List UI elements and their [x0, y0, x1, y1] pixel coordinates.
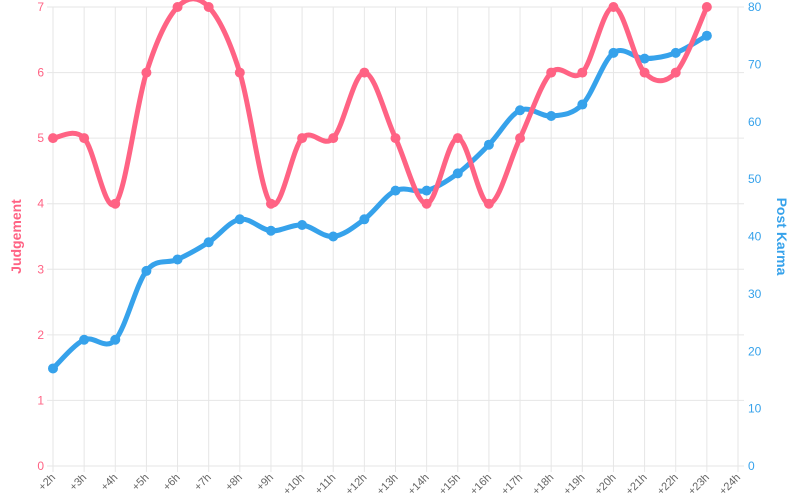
- right-tick-label: 30: [748, 287, 762, 301]
- data-point-judgement[interactable]: [172, 2, 183, 12]
- data-point-judgement[interactable]: [234, 67, 245, 78]
- x-tick-label: +23h: [686, 472, 712, 498]
- data-point-judgement[interactable]: [515, 133, 526, 144]
- data-point-judgement[interactable]: [701, 2, 712, 12]
- data-point-judgement[interactable]: [608, 2, 619, 12]
- right-axis-title: Post Karma: [774, 198, 790, 276]
- series-post-karma: [48, 30, 712, 374]
- data-point-post-karma[interactable]: [421, 185, 432, 196]
- data-point-post-karma[interactable]: [701, 30, 712, 41]
- x-tick-label: +11h: [313, 472, 338, 497]
- data-point-post-karma[interactable]: [608, 47, 619, 58]
- left-tick-label: 0: [37, 459, 44, 473]
- left-axis-title: Judgement: [8, 199, 24, 274]
- data-point-post-karma[interactable]: [265, 225, 276, 236]
- data-point-post-karma[interactable]: [670, 47, 681, 58]
- data-point-post-karma[interactable]: [577, 99, 588, 110]
- left-tick-label: 4: [37, 197, 44, 211]
- x-tick-label: +8h: [223, 472, 245, 494]
- data-point-post-karma[interactable]: [234, 214, 245, 225]
- data-point-post-karma[interactable]: [172, 254, 183, 265]
- data-point-judgement[interactable]: [265, 198, 276, 209]
- data-point-post-karma[interactable]: [452, 168, 463, 179]
- x-tick-label: +24h: [717, 472, 743, 498]
- data-point-judgement[interactable]: [546, 67, 557, 78]
- data-point-post-karma[interactable]: [48, 363, 58, 374]
- left-tick-label: 7: [37, 0, 44, 14]
- x-tick-label: +10h: [281, 472, 307, 498]
- x-tick-label: +2h: [36, 472, 58, 494]
- x-tick-label: +5h: [130, 472, 152, 494]
- left-tick-label: 5: [37, 131, 44, 145]
- data-point-judgement[interactable]: [48, 133, 58, 144]
- x-tick-label: +9h: [254, 472, 276, 494]
- data-point-post-karma[interactable]: [328, 231, 339, 242]
- x-tick-label: +17h: [499, 472, 525, 498]
- data-point-judgement[interactable]: [639, 67, 650, 78]
- series-line-judgement: [50, 0, 710, 208]
- right-tick-label: 10: [748, 402, 762, 416]
- x-tick-label: +22h: [655, 472, 681, 498]
- data-point-post-karma[interactable]: [203, 237, 214, 248]
- data-point-judgement[interactable]: [577, 67, 588, 78]
- data-point-judgement[interactable]: [141, 67, 152, 78]
- series-layer: [48, 0, 712, 374]
- right-tick-label: 50: [748, 172, 762, 186]
- left-tick-label: 2: [37, 328, 44, 342]
- right-axis-ticks: 0 10 20 30 40 50 60 70 80: [748, 0, 762, 473]
- data-point-post-karma[interactable]: [546, 111, 557, 122]
- left-axis-ticks: 0 1 2 3 4 5 6 7: [37, 0, 44, 473]
- series-line-post-karma: [50, 33, 710, 371]
- data-point-post-karma[interactable]: [639, 53, 650, 64]
- data-point-post-karma[interactable]: [110, 334, 121, 345]
- left-tick-label: 3: [37, 262, 44, 276]
- data-point-judgement[interactable]: [452, 133, 463, 144]
- right-tick-label: 60: [748, 115, 762, 129]
- x-tick-label: +4h: [99, 472, 121, 494]
- data-point-judgement[interactable]: [328, 133, 339, 144]
- data-point-judgement[interactable]: [297, 133, 308, 144]
- x-tick-label: +13h: [375, 472, 401, 498]
- right-tick-label: 40: [748, 230, 762, 244]
- left-tick-label: 6: [37, 66, 44, 80]
- data-point-post-karma[interactable]: [515, 105, 526, 116]
- data-point-judgement[interactable]: [390, 133, 401, 144]
- x-tick-label: +19h: [561, 472, 587, 498]
- right-tick-label: 70: [748, 57, 762, 71]
- series-judgement: [48, 0, 712, 209]
- x-tick-label: +14h: [406, 472, 432, 498]
- right-tick-label: 80: [748, 0, 762, 14]
- x-tick-label: +20h: [593, 472, 619, 498]
- x-tick-label: +6h: [161, 472, 183, 494]
- x-axis-ticks: +2h +3h +4h +5h +6h +7h +8h +9h +10h +11h +12h +13h…: [36, 472, 743, 498]
- data-point-judgement[interactable]: [483, 198, 494, 209]
- data-point-judgement[interactable]: [421, 198, 432, 209]
- data-point-post-karma[interactable]: [359, 214, 370, 225]
- data-point-judgement[interactable]: [110, 198, 121, 209]
- data-point-post-karma[interactable]: [297, 220, 308, 231]
- data-point-post-karma[interactable]: [141, 265, 152, 276]
- data-point-judgement[interactable]: [670, 67, 681, 78]
- x-tick-label: +12h: [343, 472, 369, 498]
- data-point-judgement[interactable]: [79, 133, 90, 144]
- right-tick-label: 20: [748, 344, 762, 358]
- x-tick-label: +18h: [530, 472, 556, 498]
- data-point-judgement[interactable]: [359, 67, 370, 78]
- x-tick-label: +15h: [437, 472, 463, 498]
- data-point-post-karma[interactable]: [79, 334, 90, 345]
- x-tick-label: +7h: [192, 472, 214, 494]
- gridlines: [47, 6, 744, 472]
- data-point-post-karma[interactable]: [483, 139, 494, 150]
- x-tick-label: +3h: [68, 472, 90, 494]
- x-tick-label: +16h: [468, 472, 494, 498]
- right-tick-label: 0: [748, 459, 755, 473]
- left-tick-label: 1: [37, 393, 44, 407]
- data-point-judgement[interactable]: [203, 2, 214, 12]
- data-point-post-karma[interactable]: [390, 185, 401, 196]
- x-tick-label: +21h: [624, 472, 650, 498]
